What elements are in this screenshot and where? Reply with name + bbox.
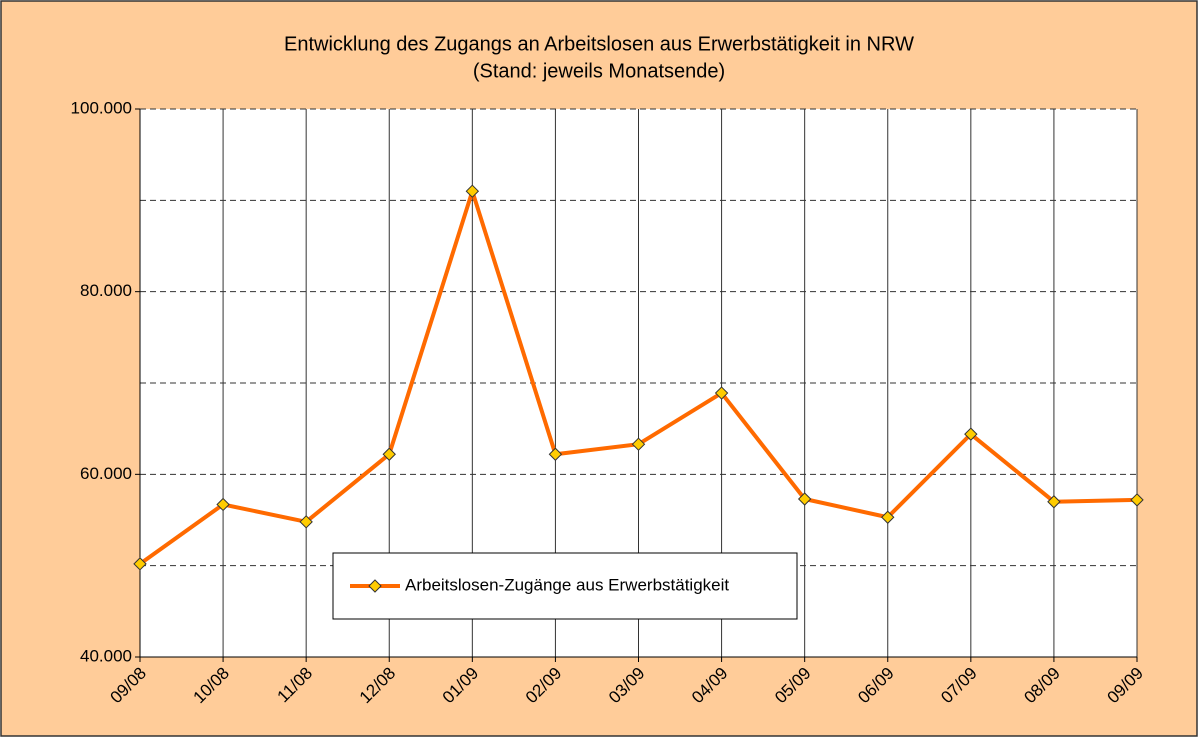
marks xyxy=(133,184,1144,571)
chart-title: Entwicklung des Zugangs an Arbeitslosen … xyxy=(284,33,914,55)
marker xyxy=(465,184,480,198)
grid xyxy=(135,108,1138,662)
marker xyxy=(299,515,313,529)
marker xyxy=(1047,495,1061,509)
y-tick-label: 40.000 xyxy=(80,646,132,665)
chart-subtitle: (Stand: jeweils Monatsende) xyxy=(473,60,725,82)
legend-box xyxy=(332,552,798,620)
marker xyxy=(714,386,729,400)
marker xyxy=(964,427,978,441)
legend-marker xyxy=(368,579,382,593)
marker xyxy=(1130,493,1144,507)
y-tick-label: 80.000 xyxy=(80,281,132,300)
marker xyxy=(797,492,812,506)
y-tick-label: 100.000 xyxy=(71,98,132,117)
marker xyxy=(216,497,230,512)
marker xyxy=(631,437,646,451)
marker xyxy=(548,447,563,461)
marker xyxy=(382,447,396,461)
marker xyxy=(881,510,895,524)
y-tick-label: 60.000 xyxy=(80,464,132,483)
marker xyxy=(133,557,147,571)
legend-label: Arbeitslosen-Zugänge aus Erwerbstätigkei… xyxy=(405,575,729,594)
